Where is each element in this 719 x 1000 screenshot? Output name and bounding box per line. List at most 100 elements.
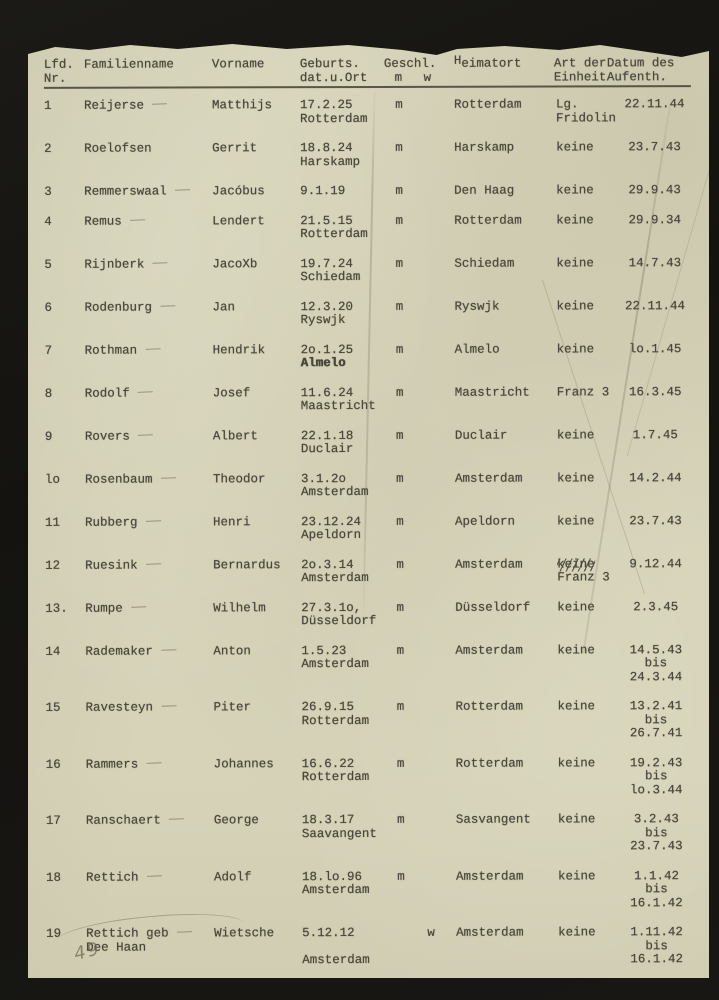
cell-geburtsdatum-ort: 11.6.24 Maastricht (300, 385, 376, 414)
cell-heimatort: Amsterdam (455, 557, 523, 572)
cell-geschlecht-w (414, 214, 444, 241)
header-lfd-line1: Lfd. (43, 57, 74, 72)
header-datum-line1: Datum des (606, 56, 675, 71)
cell-geschlecht-m: m (396, 471, 404, 486)
cell-nr: 18 (45, 870, 62, 885)
cell-geburtsdatum-ort: 19.7.24 Schiedam (300, 256, 361, 285)
document-page: Lfd. Nr. Familienname Vorname Geburts. d… (28, 44, 709, 978)
table-row: 13. Rumpe Wilhelm 27.3.1o, Düsseldorf m D… (45, 600, 692, 630)
cell-vorname: Gerrit (212, 141, 258, 156)
cell-art-der-einheit: keine (557, 699, 596, 714)
cell-vorname: Jacóbus (212, 184, 265, 199)
cell-nr: 2 (44, 141, 52, 156)
cell-familienname: Rothman (85, 343, 213, 371)
header-vorname: Vorname (211, 57, 300, 85)
cell-geburtsdatum-ort: 16.6.22 Rotterdam (301, 756, 370, 785)
table-row: 14 Rademaker Anton 1.5.23 Amsterdam m Ams… (45, 643, 692, 686)
cell-familienname: Ruesink (85, 558, 213, 586)
header-geschl-m: m (394, 70, 403, 85)
cell-familienname: Rubberg (85, 515, 213, 543)
cell-geburtsdatum-ort: 9.1.19 (300, 184, 346, 199)
cell-geburtsdatum-ort: 2o.3.14 Amsterdam (301, 557, 369, 586)
cell-art-der-einheit: keine Franz 3 (557, 556, 610, 585)
cell-art-der-einheit: keine (556, 470, 595, 485)
pencil-dash (168, 818, 184, 820)
cell-heimatort: Apeldorn (455, 514, 516, 529)
header-einheit-line1: Art der (553, 56, 607, 71)
pencil-dash (152, 261, 168, 264)
pencil-dash (137, 433, 153, 436)
table-row: lo Rosenbaum Theodor 3.1.2o Amsterdam m A… (45, 470, 692, 501)
cell-vorname: Henri (213, 514, 251, 529)
table-row: 8 Rodolf Josef 11.6.24 Maastricht m Maast… (45, 385, 692, 415)
cell-datum-aufenth: 22.11.44 (624, 97, 685, 112)
pencil-dash (160, 648, 176, 651)
cell-familienname: Rammers (86, 757, 214, 799)
header-geburts-line1: Geburts. (299, 56, 360, 72)
cell-nr: 17 (45, 813, 61, 828)
cell-nr: 9 (44, 429, 53, 444)
cell-datum-aufenth: 29.9.43 (628, 183, 681, 198)
cell-art-der-einheit: keine (557, 755, 596, 770)
pencil-dash (160, 476, 176, 479)
cell-nr: 11 (45, 515, 61, 530)
header-datum-line2: Aufenth. (606, 69, 667, 84)
cell-vorname: Bernardus (213, 557, 281, 572)
cell-datum-aufenth: 14.2.44 (629, 470, 682, 485)
cell-geburtsdatum-ort: 1.5.23 Amsterdam (301, 643, 369, 672)
cell-heimatort: Rotterdam (455, 756, 524, 771)
cell-geschlecht-m: m (395, 213, 404, 228)
table-header: Lfd. Nr. Familienname Vorname Geburts. d… (43, 54, 691, 89)
cell-geschlecht-w (416, 870, 446, 911)
cell-geschlecht-m (386, 927, 416, 968)
cell-datum-aufenth: 13.2.41 bis 26.7.41 (629, 699, 683, 741)
cell-datum-aufenth: 1.7.45 (632, 427, 678, 442)
cell-familienname: Rodenburg (84, 300, 212, 328)
header-lfd-nr: Lfd. Nr. (43, 57, 84, 86)
cell-geschlecht-m: m (395, 299, 404, 314)
cell-datum-aufenth: 2.3.45 (633, 599, 679, 614)
cell-geburtsdatum-ort: 18.3.17 Saavangent (301, 813, 377, 841)
table-body: 1 Reijerse Matthijs 17.2.25 Rotterdam m R… (44, 97, 693, 968)
cell-geburtsdatum-ort: 22.1.18 Duclair (300, 428, 354, 457)
cell-datum-aufenth: 9.12.44 (629, 556, 682, 571)
cell-geschlecht-w: w (427, 925, 435, 940)
cell-vorname: Jan (212, 299, 236, 314)
pencil-dash (145, 562, 161, 565)
cell-nr: 14 (45, 644, 61, 659)
cell-geburtsdatum-ort: 5.12.12 Amsterdam (302, 926, 370, 968)
cell-geschlecht-w (416, 814, 446, 855)
header-geschl-mw: m w (384, 70, 442, 85)
cell-geschlecht-m: m (395, 183, 403, 198)
table-row: 3 Remmerswaal Jacóbus 9.1.19 m Den Haag … (44, 183, 691, 199)
cell-geburtsdatum-ort: 18.8.24 Harskamp (300, 141, 361, 169)
cell-nr: 6 (44, 300, 53, 315)
cell-heimatort: Schiedam (454, 256, 515, 271)
cell-vorname: Josef (212, 385, 251, 400)
cell-datum-aufenth: 29.9.34 (628, 212, 682, 227)
pencil-dash (145, 519, 161, 522)
cell-geburtsdatum-ort: 3.1.2o Amsterdam (300, 471, 369, 500)
page-content: Lfd. Nr. Familienname Vorname Geburts. d… (28, 44, 693, 968)
cell-art-der-einheit: Lg. Fridolin (555, 97, 617, 125)
cell-geschlecht-w (414, 142, 444, 169)
pencil-dash (161, 705, 177, 707)
cell-geschlecht-w (415, 644, 445, 685)
cell-nr: 13. (45, 601, 68, 616)
cell-geburtsdatum-ort: 18.lo.96 Amsterdam (301, 869, 370, 898)
cell-heimatort: Rotterdam (455, 699, 524, 714)
pencil-dash (146, 874, 162, 877)
header-familienname: Familienname (84, 57, 212, 85)
cell-art-der-einheit: keine (558, 925, 596, 940)
cell-art-der-einheit: keine (556, 212, 594, 227)
cell-datum-aufenth: 1.11.42 bis 16.1.42 (630, 925, 683, 967)
header-vorname-label: Vorname (211, 57, 265, 72)
header-einheit-line2: Einheit (553, 69, 607, 84)
cell-familienname: Rijnberk (84, 257, 212, 285)
cell-geschlecht-m: m (397, 812, 405, 827)
cell-geschlecht-w (415, 601, 445, 628)
cell-heimatort: Amsterdam (456, 925, 524, 940)
cell-vorname: Matthijs (211, 98, 272, 113)
cell-datum-aufenth: 3.2.43 bis 23.7.43 (630, 812, 683, 854)
cell-nr: 16 (45, 757, 61, 772)
